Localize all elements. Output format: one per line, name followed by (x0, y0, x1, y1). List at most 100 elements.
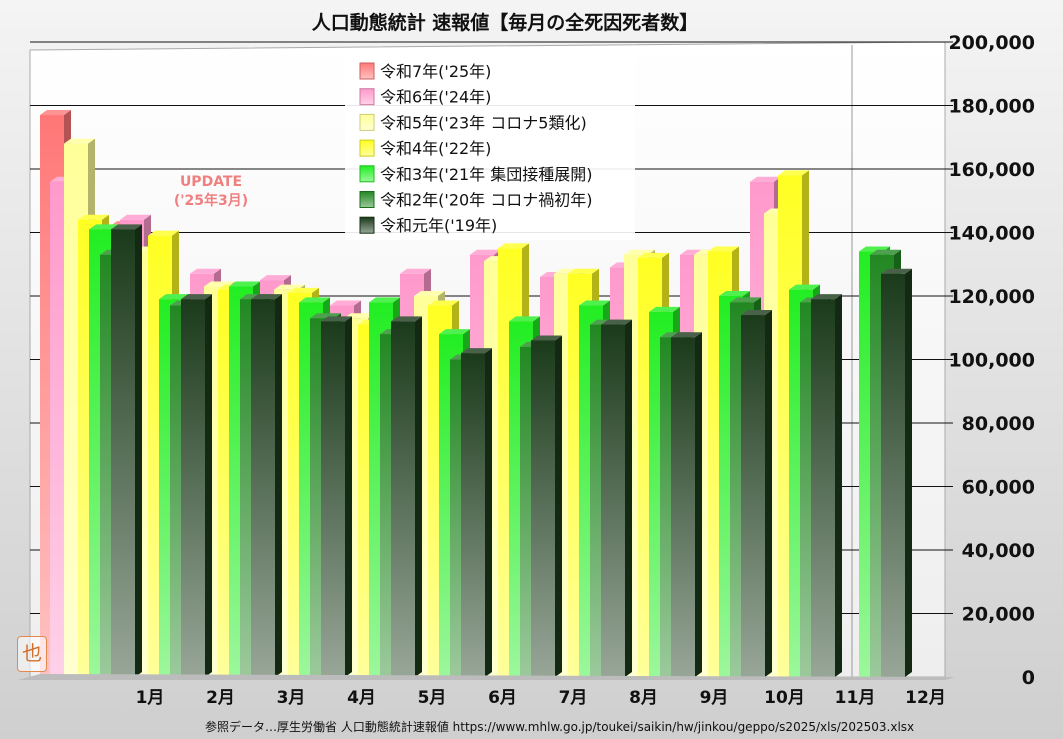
legend-swatch (359, 62, 375, 80)
x-tick-label: 12月 (905, 688, 946, 708)
legend-swatch (359, 165, 375, 183)
y-tick-label: 80,000 (962, 413, 1035, 435)
bar-top (671, 332, 702, 338)
bar-top (159, 294, 190, 300)
bar-top (321, 316, 352, 322)
legend-label: 令和5年('23年 コロナ5類化) (380, 113, 587, 132)
bar-top (741, 310, 772, 316)
bar (531, 340, 555, 677)
x-tick-label: 11月 (835, 688, 876, 708)
source-note: 参照データ…厚生労働省 人口動態統計速報値 https://www.mhlw.g… (205, 720, 915, 734)
bar-top (111, 224, 142, 230)
bar (881, 273, 905, 677)
bar-top (498, 243, 529, 249)
bar (741, 315, 765, 677)
bar (811, 299, 835, 677)
bar-top (811, 294, 842, 300)
bar-top (40, 110, 71, 116)
bar-top (391, 316, 422, 322)
x-tick-label: 4月 (347, 688, 376, 708)
y-tick-label: 160,000 (948, 159, 1035, 181)
bar-top (789, 284, 820, 290)
bar-top (288, 287, 319, 293)
legend-label: 令和4年('22年) (380, 139, 491, 158)
legend-swatch (359, 139, 375, 157)
x-tick-label: 7月 (559, 688, 588, 708)
bar-top (251, 294, 282, 300)
bar-side (135, 224, 142, 677)
bar-top (730, 297, 761, 303)
x-tick-label: 10月 (764, 688, 805, 708)
y-tick-label: 0 (1022, 667, 1035, 689)
y-tick-label: 60,000 (962, 477, 1035, 499)
bar-top (601, 319, 632, 325)
bar-side (695, 332, 702, 677)
bar-side (765, 310, 772, 677)
legend-swatch (359, 191, 375, 208)
bar-top (719, 291, 750, 296)
bar-top (649, 306, 680, 312)
bar-side (415, 316, 422, 677)
bar (391, 321, 415, 677)
bar-top (531, 335, 562, 341)
bar-side (485, 348, 492, 677)
bar-top (428, 300, 459, 306)
y-tick-label: 100,000 (948, 350, 1035, 372)
chart-title: 人口動態統計 速報値【毎月の全死因死者数】 (311, 12, 699, 34)
y-tick-label: 200,000 (948, 32, 1035, 54)
bar-top (89, 224, 120, 230)
legend-swatch (359, 88, 375, 106)
legend-box (345, 55, 635, 240)
bar-top (148, 230, 179, 236)
bar-top (229, 281, 260, 287)
bar-top (579, 300, 610, 306)
bar-side (275, 294, 282, 677)
bar-top (181, 294, 212, 300)
bar-top (439, 329, 470, 335)
bar-top (64, 138, 95, 144)
bar (601, 324, 625, 677)
bar-top (881, 268, 912, 274)
logo: 也 (17, 636, 47, 672)
bar-top (509, 316, 540, 322)
x-tick-label: 1月 (136, 688, 165, 708)
x-tick-label: 5月 (418, 688, 447, 708)
bar-top (400, 268, 431, 274)
bar-top (190, 268, 221, 274)
bar-top (638, 252, 669, 258)
bar-top (778, 170, 809, 176)
bar-top (470, 249, 501, 255)
bar (181, 299, 205, 677)
bar-side (205, 294, 212, 677)
legend-label: 令和7年('25年) (380, 62, 491, 81)
bar-top (414, 291, 445, 296)
bar (461, 353, 485, 677)
legend-label: 令和2年('20年 コロナ禍初年) (380, 191, 593, 210)
x-tick-label: 3月 (277, 688, 306, 708)
bar-top (568, 268, 599, 274)
bar-top (78, 214, 109, 220)
y-tick-label: 180,000 (948, 96, 1035, 118)
floor (18, 674, 955, 680)
update-annotation: UPDATE (180, 174, 242, 190)
y-tick-label: 40,000 (962, 540, 1035, 562)
x-tick-label: 2月 (206, 688, 235, 708)
bar-top (260, 275, 291, 281)
bar-top (750, 176, 781, 182)
bar (671, 337, 695, 677)
bar (321, 321, 345, 677)
bar (251, 299, 275, 677)
legend-swatch (359, 216, 375, 234)
bar-side (625, 319, 632, 677)
legend-label: 令和元年('19年) (380, 216, 497, 235)
bar-top (120, 214, 151, 220)
legend-label: 令和3年('21年 集団接種展開) (380, 165, 593, 184)
y-tick-label: 20,000 (962, 604, 1035, 626)
x-tick-label: 8月 (629, 688, 658, 708)
bar-side (905, 268, 912, 677)
bar-side (835, 294, 842, 677)
bar-side (555, 335, 562, 677)
x-tick-label: 6月 (488, 688, 517, 708)
